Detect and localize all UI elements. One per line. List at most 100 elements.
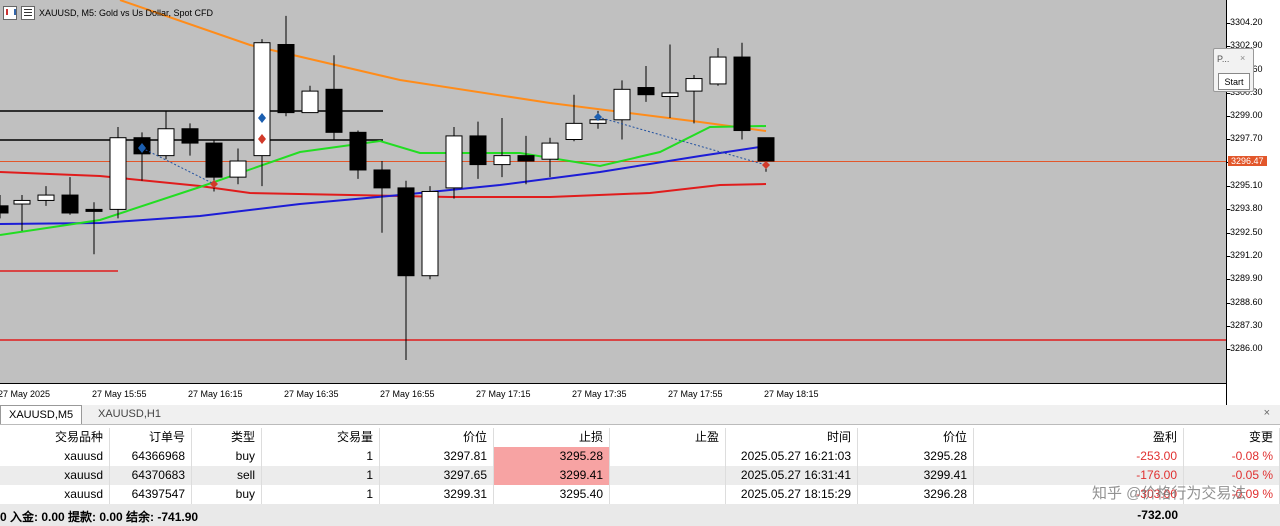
ma-green-line xyxy=(0,125,767,236)
panel-close-icon[interactable]: × xyxy=(1240,53,1246,63)
cell-tp[interactable] xyxy=(610,466,726,485)
buy-arrow-icon xyxy=(594,113,602,121)
close-marker-icon xyxy=(210,180,218,188)
header-time[interactable]: 时间 xyxy=(726,428,858,447)
price-label: 3297.70 xyxy=(1230,133,1263,144)
candle xyxy=(541,142,559,160)
tab-xauusd-h1[interactable]: XAUUSD,H1 xyxy=(98,408,161,420)
cell-profit: -176.00 xyxy=(974,466,1184,485)
table-row[interactable]: xauusd 64366968 buy 1 3297.81 3295.28 20… xyxy=(0,447,1280,466)
header-symbol[interactable]: 交易品种 xyxy=(0,428,110,447)
chart-type-icon[interactable] xyxy=(3,6,17,20)
cell-price: 3296.28 xyxy=(858,485,974,504)
table-header: 交易品种 订单号 类型 交易量 价位 止损 止盈 时间 价位 盈利 变更 xyxy=(0,428,1280,448)
candle xyxy=(301,90,319,114)
header-change[interactable]: 变更 xyxy=(1184,428,1280,447)
candle xyxy=(613,88,631,121)
candle xyxy=(37,194,55,201)
price-tick xyxy=(1226,46,1230,48)
time-label: 27 May 15:55 xyxy=(92,389,147,399)
cell-profit: -253.00 xyxy=(974,447,1184,466)
cell-volume: 1 xyxy=(262,447,380,466)
price-tick xyxy=(1226,349,1230,351)
header-volume[interactable]: 交易量 xyxy=(262,428,380,447)
candle xyxy=(637,87,655,96)
trade-panel[interactable]: P... × Start xyxy=(1213,48,1254,92)
header-price[interactable]: 价位 xyxy=(858,428,974,447)
chart-area[interactable]: XAUUSD, M5: Gold vs Us Dollar, Spot CFD … xyxy=(0,0,1280,406)
cell-open-price: 3299.31 xyxy=(380,485,494,504)
time-label: 27 May 17:15 xyxy=(476,389,531,399)
current-price-label: 3296.47 xyxy=(1228,155,1267,166)
price-tick xyxy=(1226,302,1230,304)
price-label: 3292.50 xyxy=(1230,226,1263,237)
time-label: 27 May 16:55 xyxy=(380,389,435,399)
chart-title-text: XAUUSD, M5: Gold vs Us Dollar, Spot CFD xyxy=(39,8,214,18)
time-label: 27 May 16:15 xyxy=(188,389,243,399)
time-label: 27 May 17:35 xyxy=(572,389,627,399)
cell-sl[interactable]: 3295.40 xyxy=(494,485,610,504)
price-tick xyxy=(1226,92,1230,94)
price-label: 3302.90 xyxy=(1230,40,1263,51)
table-row[interactable]: xauusd 64370683 sell 1 3297.65 3299.41 2… xyxy=(0,466,1280,485)
candle xyxy=(661,92,679,97)
candle xyxy=(13,199,31,205)
time-label: 27 May 16:35 xyxy=(284,389,339,399)
cell-sl[interactable]: 3299.41 xyxy=(494,466,610,485)
header-profit[interactable]: 盈利 xyxy=(974,428,1184,447)
price-chart[interactable] xyxy=(0,0,1280,405)
cell-sl[interactable]: 3295.28 xyxy=(494,447,610,466)
candle xyxy=(493,155,511,166)
cell-time: 2025.05.27 16:31:41 xyxy=(726,466,858,485)
buy-arrow-icon xyxy=(138,143,146,153)
price-label: 3286.00 xyxy=(1230,343,1263,354)
cell-order: 64366968 xyxy=(110,447,192,466)
candle xyxy=(469,135,487,166)
cell-order: 64397547 xyxy=(110,485,192,504)
cell-tp[interactable] xyxy=(610,485,726,504)
price-tick xyxy=(1226,325,1230,327)
symbol-icon[interactable] xyxy=(21,6,35,20)
price-tick xyxy=(1226,232,1230,234)
cell-tp[interactable] xyxy=(610,447,726,466)
cell-open-price: 3297.81 xyxy=(380,447,494,466)
candle xyxy=(253,42,271,157)
cell-type: sell xyxy=(192,466,262,485)
header-sl[interactable]: 止损 xyxy=(494,428,610,447)
start-button[interactable]: Start xyxy=(1218,73,1250,90)
tabbar-close-icon[interactable]: × xyxy=(1263,407,1270,419)
watermark: 知乎 @价格行为交易法 xyxy=(1092,485,1247,502)
price-tick xyxy=(1226,139,1230,141)
chart-title: XAUUSD, M5: Gold vs Us Dollar, Spot CFD xyxy=(3,6,213,20)
account-summary: 0 入金: 0.00 提款: 0.00 结余: -741.90 -732.00 xyxy=(0,504,1280,526)
candle xyxy=(157,128,175,157)
balance-summary: 0 入金: 0.00 提款: 0.00 结余: -741.90 xyxy=(0,510,199,524)
candle xyxy=(565,122,583,140)
header-open-price[interactable]: 价位 xyxy=(380,428,494,447)
cell-order: 64370683 xyxy=(110,466,192,485)
candle xyxy=(325,88,343,133)
header-order[interactable]: 订单号 xyxy=(110,428,192,447)
price-label: 3304.20 xyxy=(1230,17,1263,27)
candle xyxy=(685,78,703,92)
cell-open-price: 3297.65 xyxy=(380,466,494,485)
price-tick xyxy=(1226,209,1230,211)
candle xyxy=(277,44,295,114)
chart-tabbar: XAUUSD,M5 XAUUSD,H1 × xyxy=(0,405,1280,425)
panel-title: P... xyxy=(1217,54,1230,64)
tab-xauusd-m5[interactable]: XAUUSD,M5 xyxy=(0,405,83,424)
cell-price: 3299.41 xyxy=(858,466,974,485)
total-profit: -732.00 xyxy=(1137,508,1178,522)
table-row[interactable]: xauusd 64397547 buy 1 3299.31 3295.40 20… xyxy=(0,485,1280,504)
candle xyxy=(349,131,367,171)
header-tp[interactable]: 止盈 xyxy=(610,428,726,447)
buy-arrow-icon xyxy=(258,113,266,123)
cell-symbol: xauusd xyxy=(0,485,110,504)
candle xyxy=(517,155,535,162)
candle xyxy=(421,190,439,277)
time-label: 27 May 18:15 xyxy=(764,389,819,399)
candle xyxy=(397,187,415,277)
header-type[interactable]: 类型 xyxy=(192,428,262,447)
cell-type: buy xyxy=(192,447,262,466)
price-label: 3295.10 xyxy=(1230,180,1263,191)
